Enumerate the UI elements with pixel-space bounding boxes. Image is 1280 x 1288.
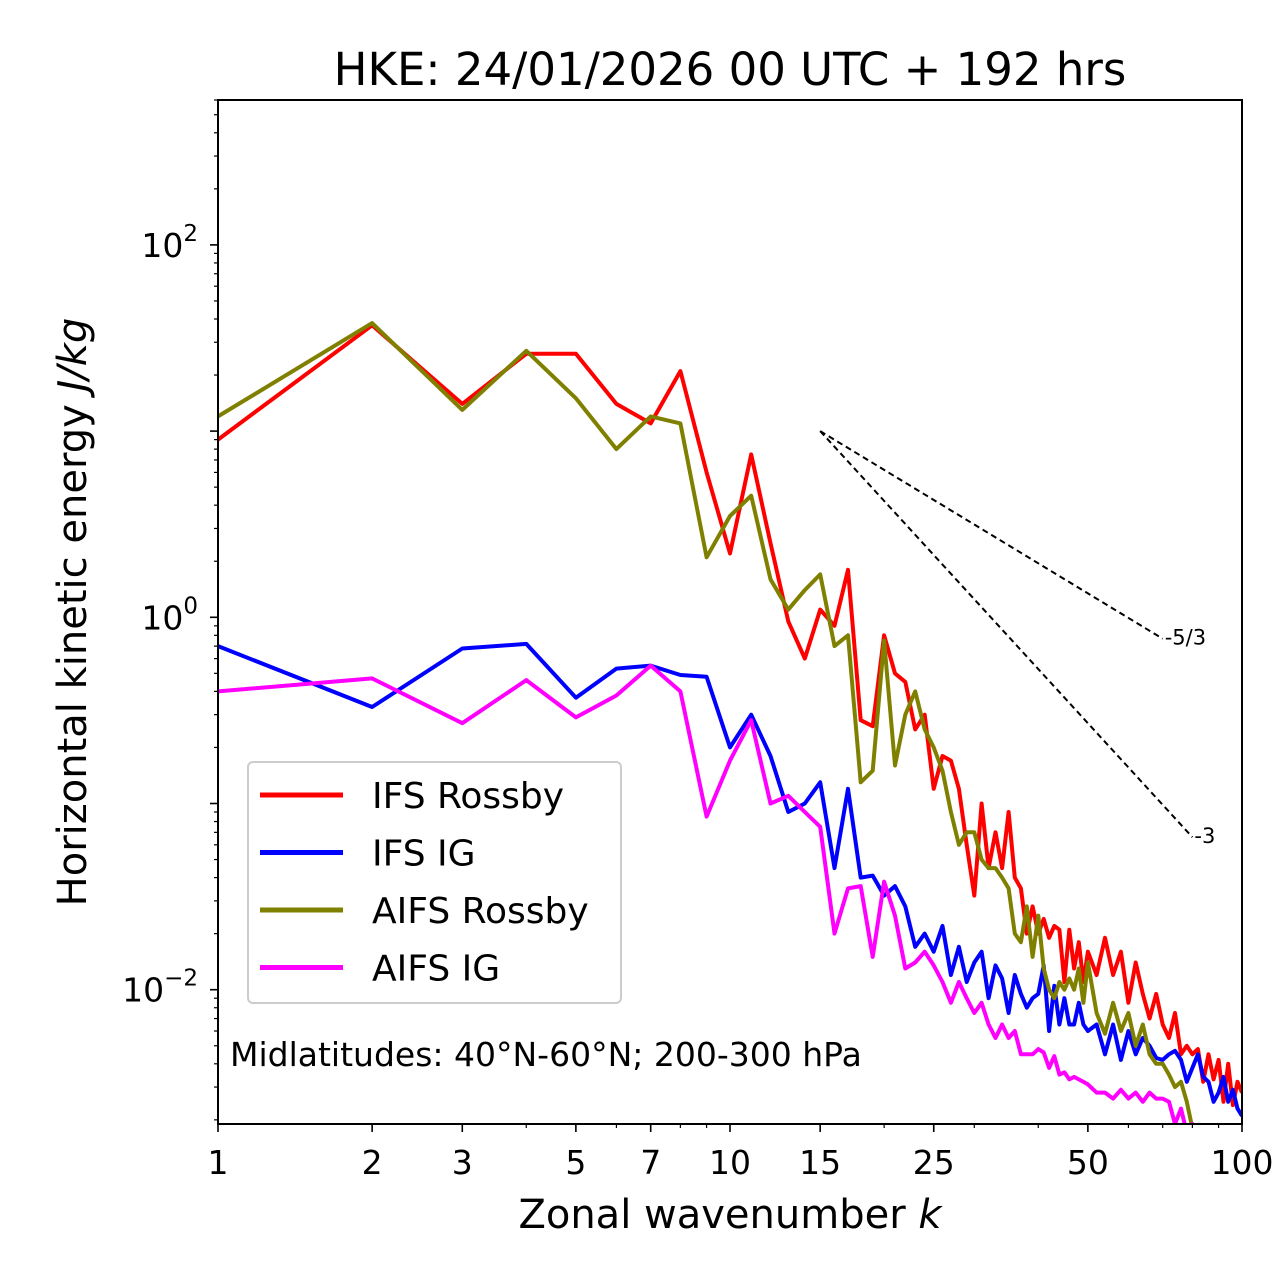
- y-tick-exponent: 2: [183, 221, 198, 247]
- y-tick-label-2: 10−2: [122, 966, 198, 1010]
- y-tick-exponent: 0: [183, 593, 198, 619]
- x-axis-label-symbol: k: [918, 1192, 943, 1238]
- x-tick-label-10: 10: [709, 1143, 751, 1182]
- x-tick-labels: 1 2 3 5 7 10 15 25 50 100: [208, 1143, 1274, 1182]
- x-tick-label-5: 5: [565, 1143, 586, 1182]
- x-tick-label-100: 100: [1211, 1143, 1274, 1182]
- x-tick-label-1: 1: [208, 1143, 229, 1182]
- legend-label-aifs-rossby: AIFS Rossby: [372, 891, 589, 932]
- x-tick-label-2: 2: [362, 1143, 383, 1182]
- major-ticks: [210, 244, 1243, 1132]
- series-line-aifs-ig: [218, 663, 1195, 1124]
- legend-label-aifs-ig: AIFS IG: [372, 949, 500, 990]
- legend-label-ifs-rossby: IFS Rossby: [372, 776, 564, 817]
- y-tick-base: 10: [141, 598, 183, 637]
- y-tick-label-0: 102: [141, 221, 198, 265]
- x-axis-label: Zonal wavenumber k: [518, 1192, 943, 1238]
- y-axis-label-units: J/kg: [50, 318, 96, 399]
- x-tick-label-25: 25: [913, 1143, 955, 1182]
- x-tick-label-50: 50: [1067, 1143, 1109, 1182]
- reference-slope-5-3: [819, 430, 1164, 640]
- chart-title: HKE: 24/01/2026 00 UTC + 192 hrs: [334, 43, 1127, 96]
- series-line-aifs-rossby: [218, 321, 1194, 1124]
- x-tick-label-15: 15: [799, 1143, 841, 1182]
- reference-slope-label-3: -3: [1194, 824, 1215, 848]
- legend: IFS Rossby IFS IG AIFS Rossby AIFS IG: [247, 761, 622, 1004]
- series-line-ifs-rossby: [218, 323, 1242, 1108]
- reference-slopes: -5/3 -3: [819, 430, 1215, 848]
- x-tick-label-3: 3: [452, 1143, 473, 1182]
- reference-slope-3: [819, 430, 1194, 838]
- y-tick-label-1: 100: [141, 593, 198, 637]
- reference-slope-label-5-3: -5/3: [1165, 626, 1206, 650]
- y-axis-label: Horizontal kinetic energy J/kg: [50, 318, 96, 907]
- y-tick-base: 10: [141, 226, 183, 265]
- y-tick-base: 10: [122, 971, 164, 1010]
- series-line-ifs-ig: [218, 641, 1242, 1117]
- x-axis-label-text: Zonal wavenumber: [518, 1192, 918, 1238]
- series-layer: [218, 321, 1242, 1124]
- y-tick-exponent: −2: [164, 966, 198, 992]
- region-annotation: Midlatitudes: 40°N-60°N; 200-300 hPa: [230, 1035, 862, 1074]
- legend-frame: [247, 761, 622, 1004]
- legend-label-ifs-ig: IFS IG: [372, 834, 476, 875]
- x-tick-label-7: 7: [640, 1143, 661, 1182]
- y-axis-label-text: Horizontal kinetic energy: [50, 392, 96, 907]
- plot-frame: [217, 99, 1243, 1125]
